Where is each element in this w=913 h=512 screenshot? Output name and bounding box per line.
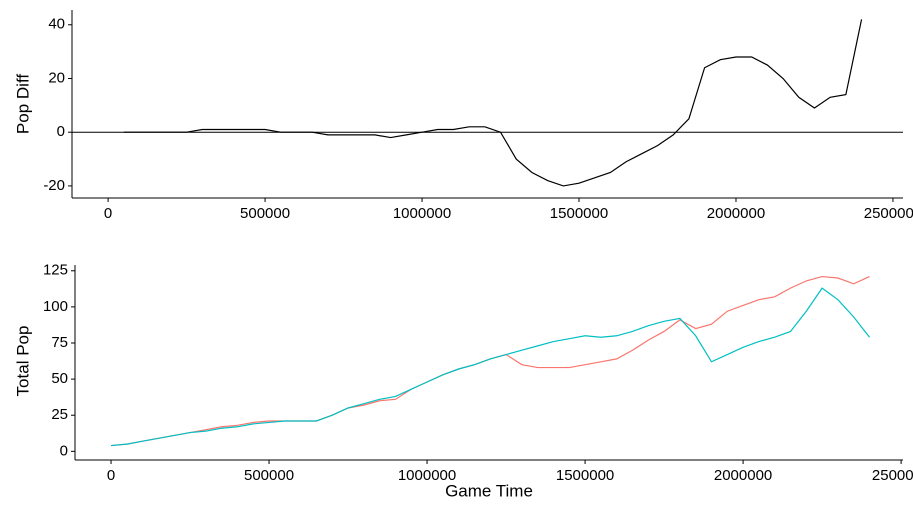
series-line	[123, 19, 863, 187]
x-tick-label: 500000	[244, 467, 294, 484]
x-tick-label: 2000000	[714, 467, 772, 484]
y-tick-label: 75	[51, 334, 68, 351]
y-tick-label: 100	[43, 298, 68, 315]
x-tick-label: 1000000	[393, 205, 451, 222]
x-tick-label: 0	[107, 467, 115, 484]
y-tick-label: 125	[43, 262, 68, 279]
y-tick-label: 25	[51, 406, 68, 423]
y-tick-label: 50	[51, 370, 68, 387]
y-tick-label: 40	[48, 16, 65, 33]
x-tick-label: 2000000	[707, 205, 765, 222]
y-axis-title: Total Pop	[13, 326, 32, 397]
x-tick-label: 1500000	[550, 205, 608, 222]
y-tick-label: 0	[57, 123, 65, 140]
y-axis-title: Pop Diff	[13, 74, 32, 134]
x-axis-title: Game Time	[445, 481, 533, 500]
x-tick-label: 500000	[240, 205, 290, 222]
x-tick-label: 1500000	[556, 467, 614, 484]
y-tick-label: 0	[60, 442, 68, 459]
series-line	[110, 287, 870, 447]
y-tick-label: -20	[43, 177, 65, 194]
y-tick-label: 20	[48, 69, 65, 86]
x-tick-label: 1000000	[398, 467, 456, 484]
series-line	[110, 275, 870, 447]
x-tick-label: 0	[104, 205, 112, 222]
